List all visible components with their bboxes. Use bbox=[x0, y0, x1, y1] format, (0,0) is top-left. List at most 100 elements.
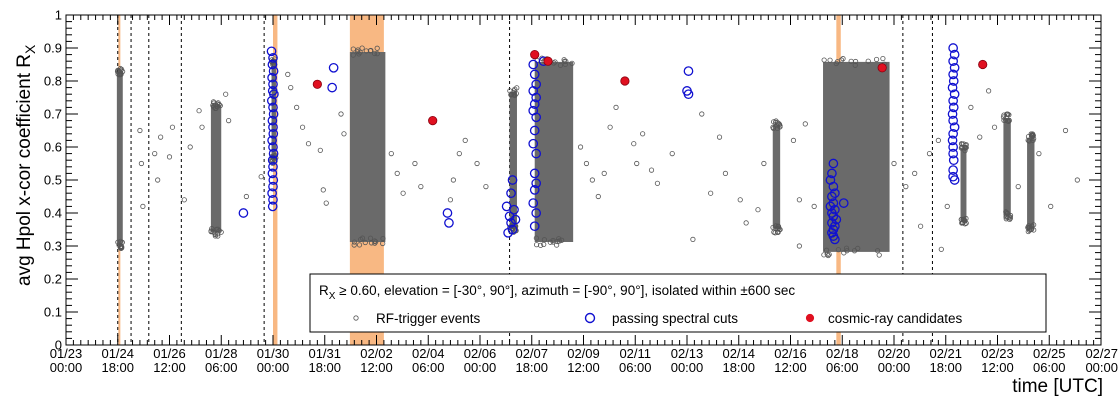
cluster-edge-point bbox=[1003, 117, 1009, 123]
spectral-point bbox=[268, 79, 278, 90]
rf-point bbox=[1062, 127, 1069, 134]
rf-point bbox=[412, 160, 418, 167]
dense-cluster bbox=[271, 61, 276, 160]
cluster-edge-point bbox=[550, 237, 556, 244]
x-tick-date: 01/26 bbox=[153, 346, 186, 361]
cluster-edge-point bbox=[774, 122, 780, 128]
spectral-point bbox=[948, 43, 958, 53]
x-tick-time: 06:00 bbox=[1033, 360, 1066, 375]
cluster-edge-point bbox=[356, 242, 363, 248]
spectral-point bbox=[948, 155, 959, 166]
x-tick-time: 18:00 bbox=[722, 360, 755, 375]
rf-point bbox=[169, 124, 176, 130]
cluster-edge-point bbox=[823, 247, 830, 253]
rf-point bbox=[648, 167, 655, 173]
x-tick-time: 12:00 bbox=[981, 360, 1014, 375]
rf-point bbox=[583, 160, 590, 167]
rf-point bbox=[699, 111, 705, 117]
rf-point bbox=[138, 160, 145, 167]
spectral-point bbox=[948, 128, 958, 139]
legend-box bbox=[309, 273, 1047, 333]
cluster-edge-point bbox=[374, 51, 380, 57]
spectral-point bbox=[268, 148, 279, 159]
rf-point bbox=[187, 144, 193, 150]
cluster-edge-point bbox=[773, 223, 779, 229]
rf-point bbox=[640, 131, 646, 137]
cluster-edge-point bbox=[1007, 216, 1013, 223]
cluster-edge-point bbox=[1001, 117, 1007, 123]
dense-cluster bbox=[1027, 137, 1035, 229]
cluster-edge-point bbox=[771, 229, 777, 235]
y-axis-label: avg Hpol x-cor coefficient RX bbox=[14, 44, 38, 286]
cluster-edge-point bbox=[772, 119, 779, 125]
rf-point bbox=[912, 170, 918, 176]
y-tick-label: 0.3 bbox=[44, 239, 62, 254]
x-tick-time: 12:00 bbox=[360, 360, 393, 375]
spectral-point bbox=[268, 53, 278, 63]
cluster-edge-point bbox=[372, 238, 378, 244]
cluster-edge-point bbox=[821, 57, 827, 63]
spectral-point bbox=[948, 95, 958, 106]
spectral-point bbox=[328, 62, 339, 73]
rf-point bbox=[737, 197, 743, 203]
y-tick-label: 0.9 bbox=[44, 41, 62, 56]
cluster-edge-point bbox=[1028, 134, 1035, 140]
rf-point bbox=[986, 88, 992, 94]
spectral-point bbox=[267, 155, 278, 166]
spectral-point bbox=[683, 66, 694, 76]
spectral-point bbox=[531, 208, 542, 218]
x-tick-time: 06:00 bbox=[619, 360, 652, 375]
spectral-point bbox=[828, 198, 839, 208]
spectral-point bbox=[266, 95, 277, 106]
x-tick-time: 00:00 bbox=[878, 360, 911, 375]
cluster-edge-point bbox=[547, 239, 553, 245]
cluster-edge-point bbox=[561, 58, 568, 64]
cosmic-point bbox=[620, 76, 630, 86]
rf-point bbox=[394, 170, 400, 176]
cluster-edge-point bbox=[217, 103, 223, 109]
spectral-point bbox=[503, 227, 513, 238]
rf-point bbox=[613, 104, 619, 111]
cluster-edge-point bbox=[350, 52, 356, 58]
y-tick-label: 0.6 bbox=[44, 140, 62, 155]
cluster-edge-point bbox=[373, 239, 379, 245]
spectral-point bbox=[529, 99, 540, 109]
rf-point bbox=[199, 124, 205, 130]
spectral-point bbox=[268, 102, 278, 113]
cluster-edge-point bbox=[371, 50, 378, 57]
dense-cluster bbox=[1003, 118, 1011, 216]
legend-marker-rf bbox=[353, 315, 359, 321]
cluster-edge-point bbox=[118, 245, 124, 252]
spectral-point bbox=[268, 194, 278, 205]
spectral-point bbox=[266, 46, 277, 57]
x-tick-time: 00:00 bbox=[671, 360, 704, 375]
dense-cluster bbox=[772, 124, 781, 229]
cluster-edge-point bbox=[218, 229, 224, 235]
rf-point bbox=[243, 193, 249, 200]
x-tick-time: 12:00 bbox=[153, 360, 186, 375]
rf-point bbox=[285, 71, 291, 78]
spectral-point bbox=[529, 69, 540, 80]
rf-point bbox=[196, 108, 202, 114]
rf-point bbox=[158, 134, 164, 140]
spectral-point bbox=[529, 221, 540, 232]
spectral-point bbox=[949, 89, 960, 100]
x-tick-time: 18:00 bbox=[515, 360, 548, 375]
cluster-edge-point bbox=[380, 235, 386, 242]
cluster-edge-point bbox=[958, 141, 965, 147]
spectral-point bbox=[948, 56, 958, 67]
x-tick-date: 01/24 bbox=[101, 346, 134, 361]
spectral-point bbox=[830, 188, 840, 199]
x-tick-date: 02/14 bbox=[722, 346, 755, 361]
cluster-edge-point bbox=[557, 62, 564, 68]
cluster-edge-point bbox=[552, 59, 558, 65]
cluster-edge-point bbox=[1025, 137, 1031, 143]
dense-cluster bbox=[349, 52, 386, 242]
spectral-point bbox=[830, 234, 840, 245]
spectral-point bbox=[529, 185, 540, 195]
rf-point bbox=[323, 200, 329, 206]
spectral-point bbox=[948, 142, 958, 152]
spectral-point bbox=[267, 168, 278, 179]
rf-point bbox=[577, 144, 584, 150]
y-tick-label: 0 bbox=[55, 338, 62, 353]
